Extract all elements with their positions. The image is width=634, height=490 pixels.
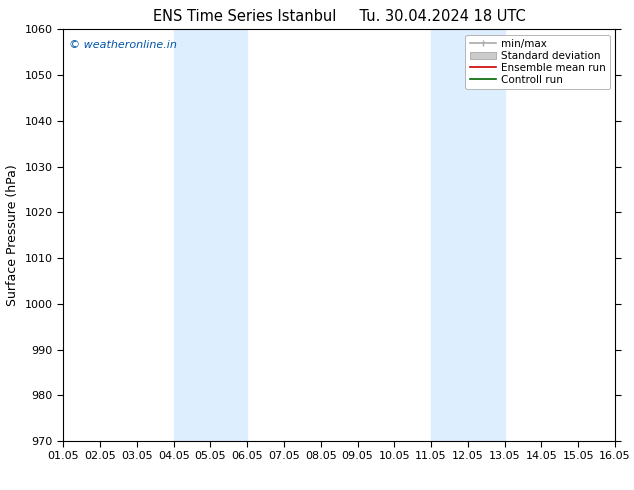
Bar bbox=[174, 29, 247, 441]
Bar bbox=[431, 29, 505, 441]
Text: © weatheronline.in: © weatheronline.in bbox=[69, 40, 177, 49]
Title: ENS Time Series Istanbul     Tu. 30.04.2024 18 UTC: ENS Time Series Istanbul Tu. 30.04.2024 … bbox=[153, 9, 526, 24]
Y-axis label: Surface Pressure (hPa): Surface Pressure (hPa) bbox=[6, 164, 19, 306]
Legend: min/max, Standard deviation, Ensemble mean run, Controll run: min/max, Standard deviation, Ensemble me… bbox=[465, 35, 610, 89]
